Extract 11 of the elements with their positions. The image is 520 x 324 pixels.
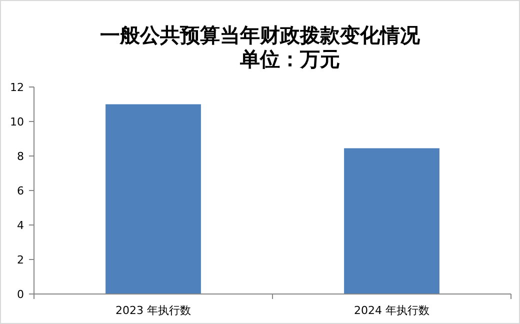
y-tick-label: 10 <box>10 116 24 128</box>
x-tick-label: 2023 年执行数 <box>116 304 191 317</box>
y-tick-label: 8 <box>17 150 24 163</box>
y-tick-label: 0 <box>17 288 24 301</box>
chart-title: 一般公共预算当年财政拨款变化情况 <box>100 23 421 47</box>
x-tick-label: 2024 年执行数 <box>354 304 430 317</box>
y-tick-label: 2 <box>17 254 24 266</box>
y-tick-label: 12 <box>10 81 24 94</box>
y-tick-label: 6 <box>17 184 24 198</box>
y-tick-label: 4 <box>17 219 24 232</box>
chart-subtitle: 单位：万元 <box>239 47 340 71</box>
